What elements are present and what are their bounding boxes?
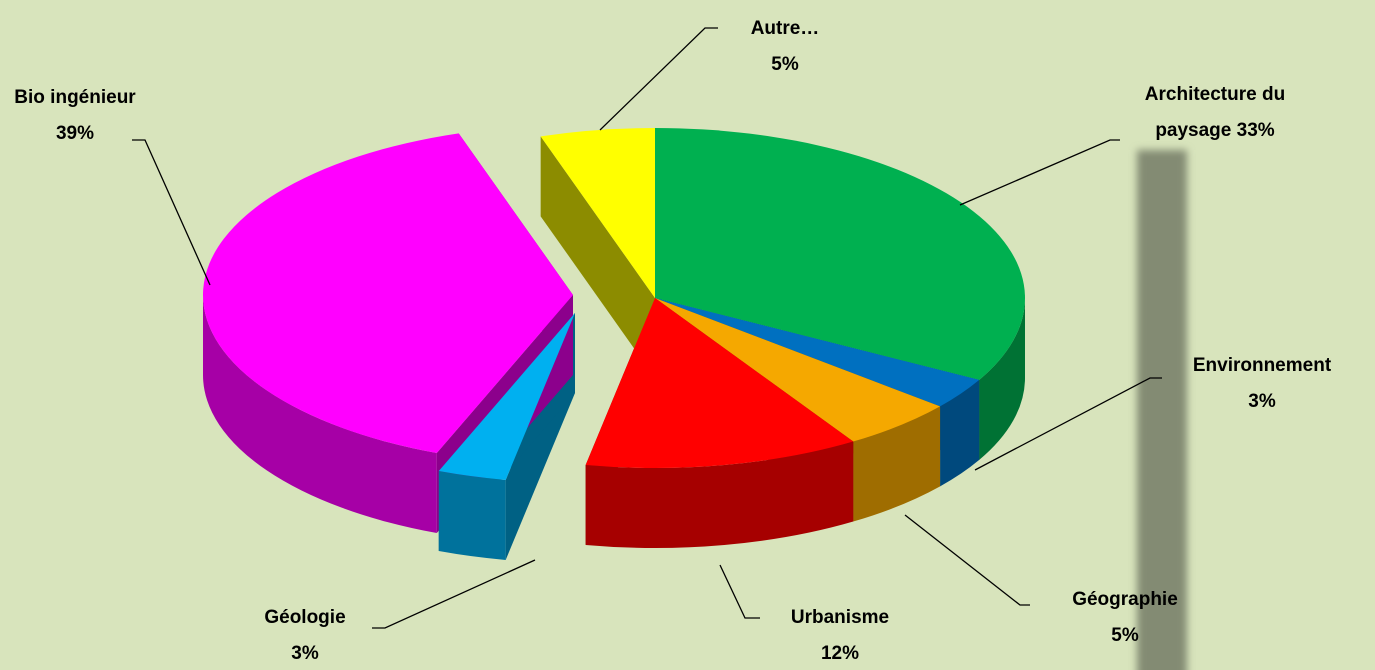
slice-cut-side — [540, 136, 655, 378]
slice-side — [979, 298, 1025, 460]
slice-side — [203, 295, 437, 534]
leader-line — [599, 27, 718, 131]
category-name: Géologie — [264, 607, 346, 628]
value-label: 5% — [771, 54, 799, 75]
category-name: Architecture du paysage — [1144, 84, 1286, 141]
leader-line — [719, 564, 760, 619]
value-label: 3% — [1248, 391, 1276, 412]
slice — [202, 133, 573, 454]
slice-side — [438, 471, 506, 560]
category-name: Bio ingénieur — [14, 87, 136, 108]
leader-line — [959, 139, 1120, 206]
decor-bar — [1137, 150, 1187, 670]
leader-line — [974, 377, 1162, 471]
pie — [202, 128, 1025, 560]
slice-side — [940, 379, 980, 487]
data-label: Environnement 3% — [1177, 348, 1347, 420]
value-label: 3% — [291, 643, 319, 664]
data-label: Autre… 5% — [740, 11, 830, 83]
slice — [655, 298, 941, 442]
category-name: Géographie — [1072, 589, 1178, 610]
data-label: Géographie 5% — [1060, 582, 1190, 654]
slice — [540, 128, 655, 298]
data-label: Bio ingénieur 39% — [0, 80, 150, 152]
value-label: 12% — [820, 643, 860, 664]
slice — [655, 298, 980, 407]
leader-line — [132, 139, 211, 286]
slice-side — [853, 406, 941, 522]
leader-line — [372, 559, 536, 629]
value-label: 5% — [1111, 625, 1139, 646]
slice — [585, 298, 854, 468]
data-label: Urbanisme 12% — [775, 600, 905, 670]
category-name: Urbanisme — [790, 607, 890, 628]
category-name: Autre… — [750, 18, 820, 39]
value-label: 39% — [55, 123, 95, 144]
category-name: Environnement — [1192, 355, 1332, 376]
leader-lines — [132, 27, 1162, 629]
data-label: Architecture du paysage 33% — [1120, 77, 1310, 149]
slice-side — [585, 441, 854, 548]
leader-line — [904, 514, 1030, 606]
slice — [655, 128, 1025, 380]
value-label: 33% — [1236, 120, 1275, 141]
data-label: Géologie 3% — [255, 600, 355, 670]
slice — [438, 313, 575, 480]
